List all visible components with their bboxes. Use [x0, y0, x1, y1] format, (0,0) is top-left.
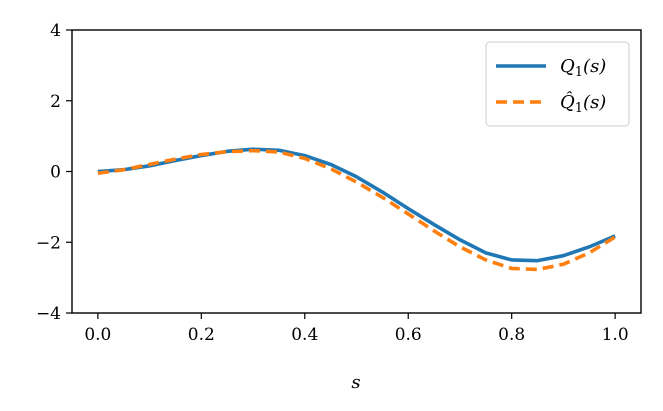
x-tick-label: 1.0 [602, 325, 629, 345]
x-tick-label: 0.0 [84, 325, 111, 345]
y-tick-label: 2 [50, 92, 61, 112]
series-line-2 [97, 148, 617, 272]
legend: Q1(s) Q̂1(s) [485, 41, 630, 127]
x-axis: 0.0 0.2 0.4 0.6 0.8 1.0 [84, 313, 629, 345]
x-tick-label: 0.6 [395, 325, 422, 345]
y-tick-label: 4 [50, 21, 61, 41]
y-tick-label: −2 [36, 233, 61, 253]
x-tick-label: 0.2 [188, 325, 215, 345]
x-tick-label: 0.8 [498, 325, 525, 345]
legend-items: Q1(s) Q̂1(s) [496, 56, 606, 116]
legend-frame [485, 41, 630, 127]
x-tick-label: 0.4 [291, 325, 318, 345]
legend-label-1: Q1(s) [560, 56, 606, 80]
x-axis-label: s [351, 372, 360, 393]
legend-label-2: Q̂1(s) [560, 91, 606, 116]
y-tick-label: −4 [36, 304, 61, 324]
y-axis: −4 −2 0 2 4 [36, 21, 72, 324]
series-layer [97, 147, 617, 272]
y-tick-label: 0 [50, 163, 61, 183]
